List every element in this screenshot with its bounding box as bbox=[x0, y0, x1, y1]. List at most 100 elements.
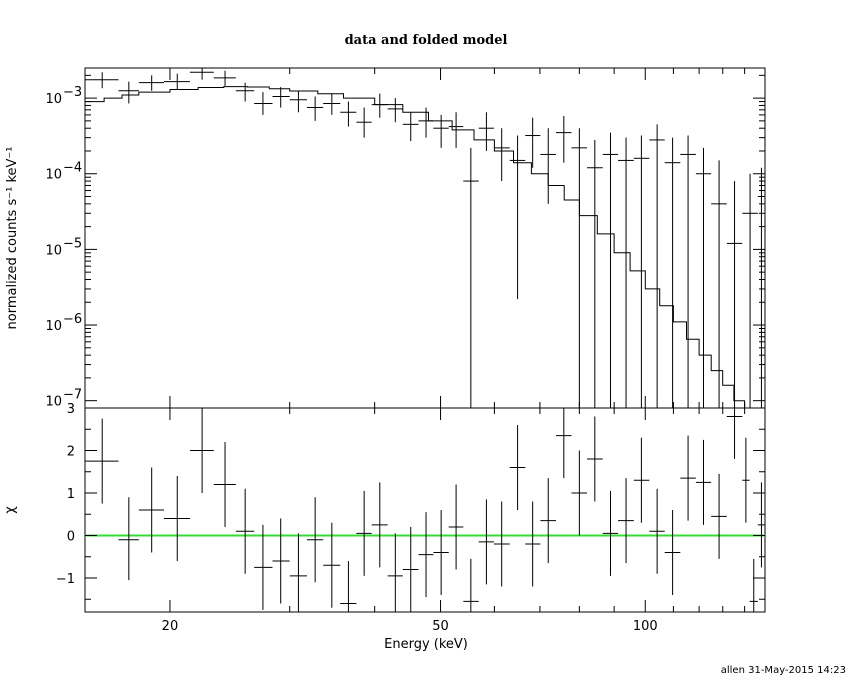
data-point bbox=[742, 173, 758, 408]
residual-point bbox=[289, 533, 307, 612]
residual-point bbox=[664, 510, 681, 595]
residual-point bbox=[726, 408, 743, 459]
data-point bbox=[163, 73, 190, 90]
residual-point bbox=[371, 482, 388, 568]
residual-point bbox=[618, 478, 634, 564]
top-panel-frame bbox=[84, 67, 766, 409]
top-data-points bbox=[85, 68, 765, 408]
data-point bbox=[85, 72, 119, 89]
y-tick-exponent: −3 bbox=[63, 85, 82, 100]
data-point bbox=[138, 75, 164, 91]
data-point bbox=[340, 101, 357, 127]
residual-point bbox=[649, 488, 665, 574]
y-tick-exponent: −7 bbox=[63, 388, 82, 403]
residual-point bbox=[749, 558, 758, 612]
y-tick-label: 10 bbox=[45, 319, 62, 334]
data-point bbox=[571, 128, 588, 408]
data-point bbox=[493, 128, 510, 182]
y-tick-exponent: −4 bbox=[63, 161, 82, 176]
data-point bbox=[602, 132, 619, 408]
data-point bbox=[525, 117, 541, 168]
y-tick-label: 2 bbox=[67, 445, 75, 460]
residual-point bbox=[478, 499, 494, 585]
residual-point bbox=[340, 561, 357, 612]
x-tick-label: 50 bbox=[432, 619, 449, 634]
residual-point bbox=[323, 522, 341, 608]
data-point bbox=[254, 92, 273, 115]
data-point bbox=[478, 112, 494, 151]
data-point bbox=[664, 137, 681, 408]
y-tick-label: −1 bbox=[56, 572, 75, 587]
data-point bbox=[463, 147, 479, 408]
x-tick-label: 100 bbox=[633, 619, 658, 634]
top-tick-marks bbox=[84, 68, 766, 408]
data-point bbox=[633, 135, 650, 408]
data-point bbox=[618, 137, 634, 408]
data-point bbox=[680, 135, 696, 408]
residual-point bbox=[272, 518, 290, 604]
top-panel: 10−310−410−510−610−7 normalized counts s… bbox=[5, 67, 766, 410]
y-tick-label: 10 bbox=[45, 92, 62, 107]
residual-point bbox=[509, 425, 526, 510]
data-point bbox=[371, 93, 388, 118]
data-point bbox=[356, 107, 372, 138]
data-point bbox=[306, 96, 324, 121]
residual-point bbox=[680, 435, 696, 521]
residual-points bbox=[85, 408, 765, 612]
residual-point bbox=[85, 418, 119, 504]
residual-point bbox=[163, 476, 190, 561]
data-point bbox=[540, 128, 556, 204]
data-point bbox=[323, 93, 341, 115]
residual-point bbox=[254, 524, 273, 610]
residual-point bbox=[387, 533, 403, 612]
residual-point bbox=[356, 490, 372, 576]
residual-point bbox=[602, 490, 619, 576]
data-point bbox=[726, 181, 743, 408]
bottom-panel: −1 0 1 2 3 20 50 100 χ Energy (keV) bbox=[3, 402, 766, 652]
residual-point bbox=[757, 482, 765, 568]
data-point bbox=[509, 135, 526, 300]
data-point bbox=[555, 115, 572, 163]
data-point bbox=[402, 112, 419, 142]
residual-point bbox=[138, 467, 164, 553]
x-axis-label: Energy (keV) bbox=[384, 637, 468, 652]
residual-point bbox=[525, 501, 541, 587]
residual-point bbox=[493, 501, 510, 587]
residual-point bbox=[189, 408, 214, 493]
bottom-panel-frame bbox=[84, 407, 766, 613]
residual-point bbox=[742, 437, 750, 523]
data-point bbox=[189, 68, 214, 80]
data-point bbox=[757, 167, 765, 408]
bottom-y-tick-labels: −1 0 1 2 3 bbox=[56, 402, 75, 587]
residual-point bbox=[633, 437, 650, 523]
data-point bbox=[649, 124, 665, 408]
folded-model-line bbox=[85, 86, 765, 409]
residual-point bbox=[213, 442, 236, 527]
residual-point bbox=[118, 497, 139, 581]
residual-point bbox=[433, 510, 449, 595]
y-tick-label: 3 bbox=[67, 402, 75, 417]
residual-point bbox=[418, 512, 434, 598]
data-point bbox=[711, 160, 727, 408]
y-tick-label: 1 bbox=[67, 487, 75, 502]
residual-point bbox=[711, 473, 727, 559]
y-tick-exponent: −5 bbox=[63, 236, 82, 251]
x-tick-labels: 20 50 100 bbox=[162, 619, 658, 634]
bottom-tick-marks bbox=[84, 407, 766, 612]
data-point bbox=[289, 90, 307, 113]
residual-point bbox=[235, 488, 255, 574]
top-y-tick-labels: 10−310−410−510−610−7 bbox=[45, 85, 82, 410]
data-point bbox=[387, 98, 403, 123]
residual-point bbox=[540, 478, 556, 564]
residual-point bbox=[306, 497, 324, 583]
data-point bbox=[118, 81, 139, 104]
top-y-axis-label: normalized counts s⁻¹ keV⁻¹ bbox=[5, 147, 20, 330]
data-point bbox=[695, 147, 712, 408]
data-point bbox=[235, 82, 255, 102]
residual-point bbox=[448, 484, 464, 570]
residual-point bbox=[555, 408, 572, 479]
x-tick-label: 20 bbox=[162, 619, 179, 634]
y-tick-label: 0 bbox=[67, 530, 75, 545]
y-tick-label: 10 bbox=[45, 395, 62, 410]
